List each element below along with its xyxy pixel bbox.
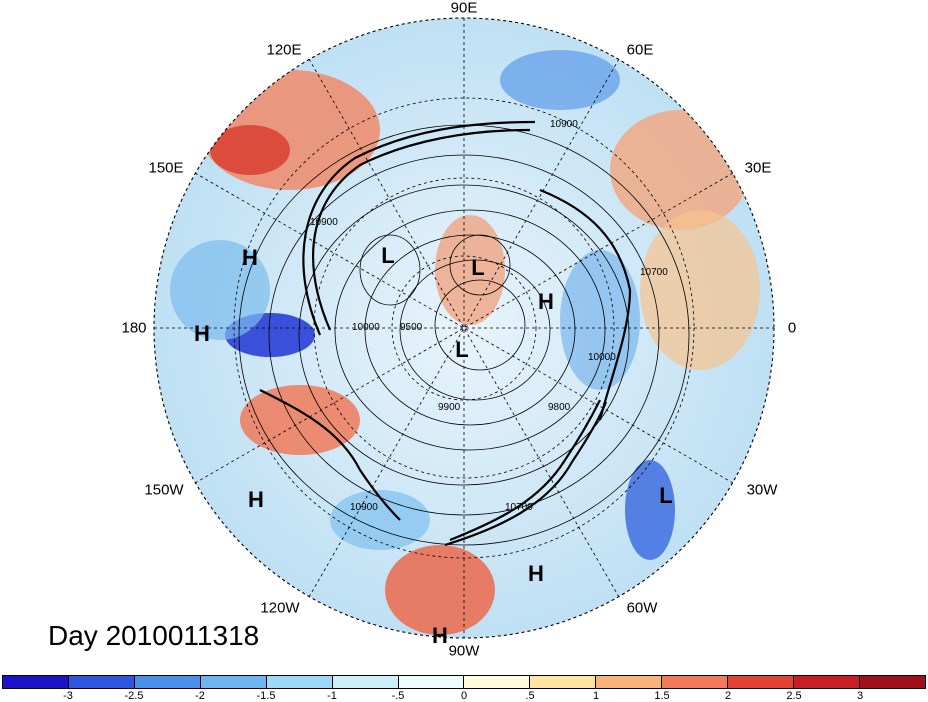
lon-label-60e: 60E (626, 41, 654, 59)
colorbar-tick-label: 1.5 (654, 690, 670, 702)
colorbar-tick-label: -2 (195, 690, 205, 702)
contour-label: 9800 (548, 402, 571, 413)
contour-label: 10000 (352, 322, 380, 333)
anomaly-field (154, 18, 774, 638)
high-pressure-center: H (432, 623, 448, 648)
colorbar-cell (662, 676, 729, 688)
colorbar (2, 675, 926, 689)
colorbar-cell (266, 676, 333, 688)
contour-label: 10900 (310, 217, 338, 228)
colorbar-tick-label: -1.5 (256, 690, 276, 702)
lon-label-150e: 150E (148, 159, 184, 177)
contour-label: 10700 (505, 502, 533, 513)
colorbar-cell (596, 676, 663, 688)
lon-label-90w: 90W (448, 642, 480, 660)
colorbar-tick-label: 2.5 (786, 690, 802, 702)
lon-label-150w: 150W (144, 481, 184, 499)
lon-label-30e: 30E (744, 159, 772, 177)
high-pressure-center: H (242, 245, 258, 270)
colorbar-tick-label: 1 (592, 690, 600, 702)
contour-label: 10900 (350, 502, 378, 513)
colorbar-cell (728, 676, 795, 688)
colorbar-tick-label: .5 (525, 690, 535, 702)
high-pressure-center: H (538, 289, 554, 314)
lon-label-0: 0 (787, 319, 797, 337)
lon-label-120e: 120E (266, 41, 302, 59)
low-pressure-center: L (471, 255, 485, 280)
contour-label: 10700 (640, 267, 668, 278)
colorbar-cell (794, 676, 860, 688)
colorbar-tick-label: 2 (724, 690, 732, 702)
lon-label-120w: 120W (260, 599, 300, 617)
colorbar-tick-label: 3 (856, 690, 864, 702)
low-pressure-center: L (381, 243, 395, 268)
contour-label: 9900 (438, 402, 461, 413)
high-pressure-center: H (194, 321, 210, 346)
colorbar-cell (200, 676, 267, 688)
contour-label: 9500 (400, 322, 423, 333)
low-pressure-center: L (659, 483, 673, 508)
contour-label: 10900 (550, 119, 578, 130)
contour-label: 10000 (588, 352, 616, 363)
colorbar-cell (134, 676, 201, 688)
colorbar-cell (530, 676, 597, 688)
colorbar-tick-label: -.5 (391, 690, 405, 702)
lon-label-90e: 90E (450, 0, 478, 17)
lon-label-30w: 30W (746, 481, 778, 499)
colorbar-cell (464, 676, 531, 688)
day-title: Day 2010011318 (48, 620, 260, 651)
lon-label-180: 180 (121, 319, 147, 337)
low-pressure-center: L (455, 337, 469, 362)
colorbar-cell (68, 676, 135, 688)
high-pressure-center: H (248, 487, 264, 512)
colorbar-tick-label: -3 (63, 690, 73, 702)
colorbar-tick-label: 0 (460, 690, 468, 702)
colorbar-tick-label: -2.5 (124, 690, 144, 702)
jet-contours (259, 120, 632, 547)
colorbar-cell (3, 676, 69, 688)
lon-label-60w: 60W (626, 599, 658, 617)
colorbar-cell (859, 676, 925, 688)
colorbar-cell (332, 676, 399, 688)
colorbar-cell (398, 676, 465, 688)
colorbar-tick-label: -1 (327, 690, 337, 702)
high-pressure-center: H (528, 561, 544, 586)
